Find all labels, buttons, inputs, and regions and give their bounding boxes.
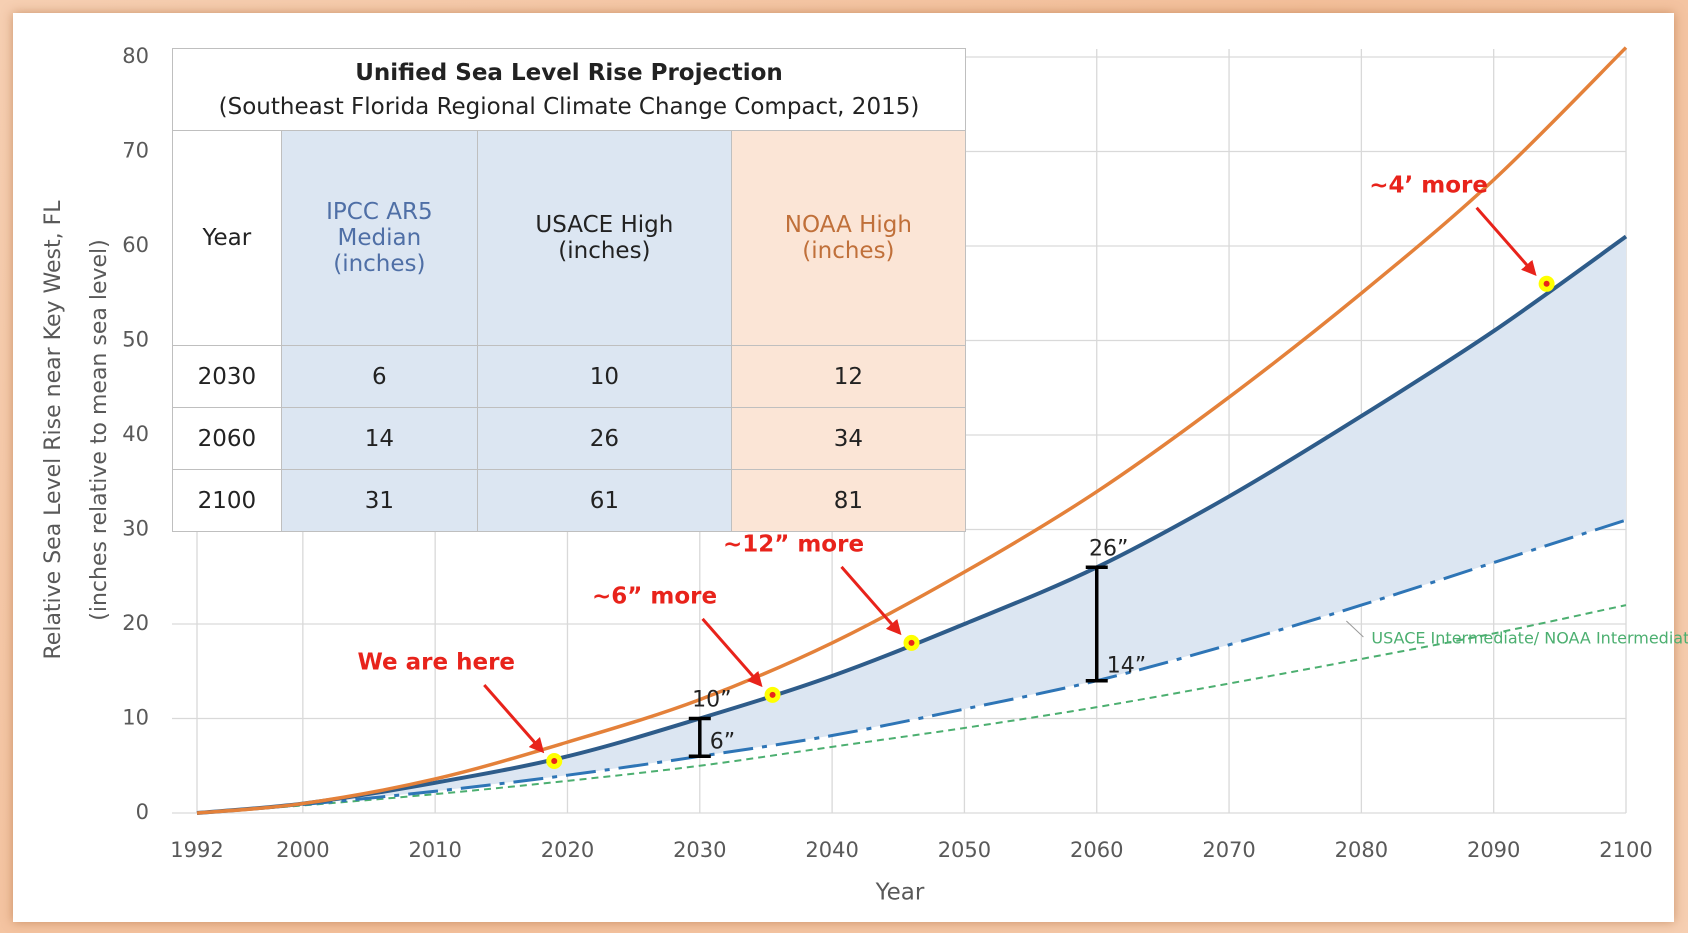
x-tick-label: 2070 xyxy=(1202,838,1255,862)
annotation-point-center xyxy=(1543,280,1550,287)
x-tick-label: 2100 xyxy=(1599,838,1652,862)
series-line xyxy=(196,46,1628,815)
bracket-high-label: 26” xyxy=(1089,536,1128,561)
table-cell: 61 xyxy=(476,469,732,532)
annotation-point-center xyxy=(769,691,776,698)
table-header-cell: NOAA High (inches) xyxy=(730,130,967,346)
x-tick-label: 2090 xyxy=(1467,838,1520,862)
annotation-point-center xyxy=(551,758,558,765)
table-cell: 2060 xyxy=(172,407,282,470)
table-cell: 6 xyxy=(280,345,478,408)
series-line xyxy=(196,518,1627,815)
table-cell: 14 xyxy=(280,407,478,470)
annotation-arrow xyxy=(701,617,763,688)
table-title: Unified Sea Level Rise Projection xyxy=(355,59,783,86)
y-tick-label: 30 xyxy=(122,517,149,541)
table-header-cell: IPCC AR5 Median (inches) xyxy=(280,130,478,346)
table-cell: 12 xyxy=(730,345,967,408)
y-tick-label: 20 xyxy=(122,611,149,635)
series-line xyxy=(196,604,1627,814)
shaded-band xyxy=(197,236,1626,814)
table-header-row: Year IPCC AR5 Median (inches) USACE High (… xyxy=(172,130,967,346)
table-cell: 2030 xyxy=(172,345,282,408)
annotation: ~4’ more xyxy=(1369,172,1488,198)
y-tick-label: 50 xyxy=(122,328,149,352)
y-tick-label: 60 xyxy=(122,233,149,257)
x-axis-label: Year xyxy=(875,880,925,906)
table-cell: 31 xyxy=(280,469,478,532)
x-tick-label: 2020 xyxy=(541,838,594,862)
table-cell: 2100 xyxy=(172,469,282,532)
table-row: 2060 14 26 34 xyxy=(172,407,967,470)
y-tick-label: 80 xyxy=(122,44,149,68)
table-row: 2100 31 61 81 xyxy=(172,469,967,532)
table-cell: 26 xyxy=(476,407,732,470)
table-subtitle: (Southeast Florida Regional Climate Chan… xyxy=(218,93,920,120)
x-tick-label: 2040 xyxy=(805,838,858,862)
annotation: ~6” more xyxy=(592,583,717,609)
annotation: ~12” more xyxy=(723,531,864,557)
x-tick-label: 2000 xyxy=(276,838,329,862)
bracket-low-label: 6” xyxy=(710,729,735,754)
table-header-cell: Year xyxy=(172,130,282,346)
annotation-arrow xyxy=(1475,206,1537,277)
table-cell: 34 xyxy=(730,407,967,470)
table-header-cell: USACE High (inches) xyxy=(476,130,732,346)
x-tick-label: 1992 xyxy=(170,838,223,862)
x-tick-label: 2050 xyxy=(938,838,991,862)
bracket-high-label: 10” xyxy=(692,688,731,713)
x-tick-label: 2080 xyxy=(1335,838,1388,862)
x-tick-label: 2030 xyxy=(673,838,726,862)
bracket-low-label: 14” xyxy=(1107,654,1146,679)
y-tick-label: 10 xyxy=(122,706,149,730)
y-tick-label: 70 xyxy=(122,139,149,163)
annotation-arrow xyxy=(840,565,902,636)
y-axis-label: Relative Sea Level Rise near Key West, F… xyxy=(41,200,66,660)
series-line xyxy=(196,234,1628,815)
table-caption-row: Unified Sea Level Rise Projection (Southe… xyxy=(172,48,966,131)
x-tick-label: 2060 xyxy=(1070,838,1123,862)
table-caption: Unified Sea Level Rise Projection (Southe… xyxy=(172,48,966,131)
table-cell: 10 xyxy=(476,345,732,408)
table-cell: 81 xyxy=(730,469,967,532)
y-tick-label: 40 xyxy=(122,422,149,446)
y-axis-sublabel: (inches relative to mean sea level) xyxy=(87,239,112,620)
y-tick-label: 0 xyxy=(136,800,149,824)
annotation-point-center xyxy=(908,639,915,646)
series-label: USACE Intermediate/ NOAA Intermediate Lo… xyxy=(1371,628,1688,647)
x-tick-label: 2010 xyxy=(408,838,461,862)
table-row: 2030 6 10 12 xyxy=(172,345,967,408)
annotation-arrow xyxy=(483,684,545,754)
annotation: We are here xyxy=(357,650,515,676)
projection-table: Unified Sea Level Rise Projection (Southe… xyxy=(172,48,967,532)
label-leader xyxy=(1346,620,1364,638)
